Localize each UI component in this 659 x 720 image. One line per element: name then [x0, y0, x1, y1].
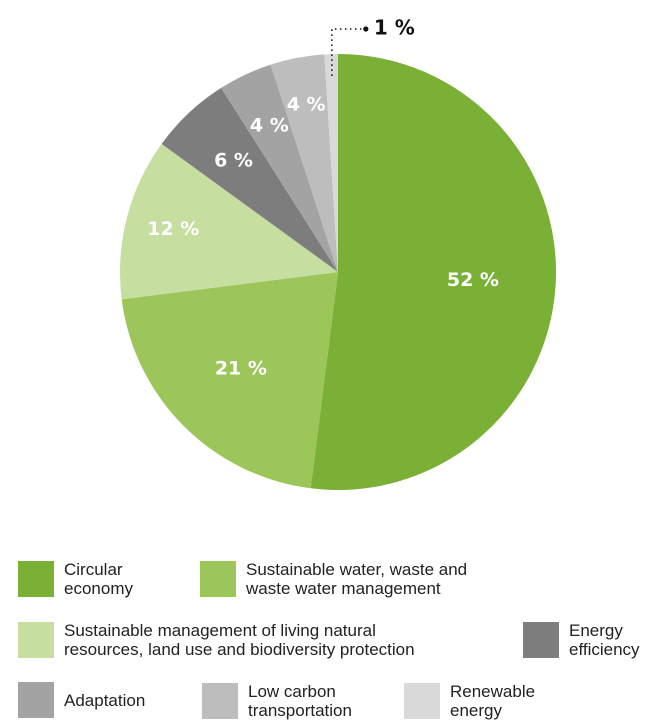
legend-swatch [18, 682, 54, 718]
legend-swatch [18, 561, 54, 597]
legend-swatch [200, 561, 236, 597]
legend-label: Energy efficiency [569, 621, 640, 659]
legend-label: Sustainable water, waste and waste water… [246, 560, 468, 598]
legend-item-circular-economy: Circular economy [18, 560, 133, 598]
slice-label: 12 % [147, 218, 199, 240]
legend-label: Low carbon transportation [248, 682, 352, 720]
legend-label: Sustainable management of living natural… [64, 621, 415, 659]
pie-slice [270, 54, 338, 272]
slice-label: 21 % [215, 358, 267, 380]
legend-item-adaptation: Adaptation [18, 682, 145, 718]
slice-label: 4 % [250, 115, 289, 137]
legend-item-natural-resources: Sustainable management of living natural… [18, 621, 415, 659]
slice-label-outside: 1 % [374, 16, 415, 40]
legend-item-energy-efficiency: Energy efficiency [523, 621, 640, 659]
legend-swatch [202, 683, 238, 719]
legend-item-low-carbon-transport: Low carbon transportation [202, 682, 352, 720]
label-leader-dot [363, 26, 369, 32]
pie-slice [221, 64, 338, 272]
legend-label: Renewable energy [450, 682, 536, 720]
pie-slice [310, 54, 557, 490]
legend-item-water-waste: Sustainable water, waste and waste water… [200, 560, 467, 598]
legend-label: Circular economy [64, 560, 133, 598]
pie-chart-svg: 52 % 21 % 12 % 6 % 4 %4 % 1 % [119, 16, 557, 490]
slice-label: 52 % [447, 269, 499, 291]
legend-swatch [18, 622, 54, 658]
label-leader-line [331, 28, 364, 76]
legend-item-renewable-energy: Renewable energy [404, 682, 535, 720]
legend-swatch [404, 683, 440, 719]
pie-slice [161, 87, 338, 272]
legend-label: Adaptation [64, 690, 146, 710]
pie-chart: 52 % 21 % 12 % 6 % 4 % 4 % 1 % [119, 16, 557, 490]
pie-slice [119, 143, 338, 300]
pie-slice [121, 272, 338, 489]
slice-label: 4 % [287, 93, 326, 115]
slice-label: 6 % [214, 149, 253, 171]
pie-slice [324, 54, 338, 272]
legend-swatch [523, 622, 559, 658]
